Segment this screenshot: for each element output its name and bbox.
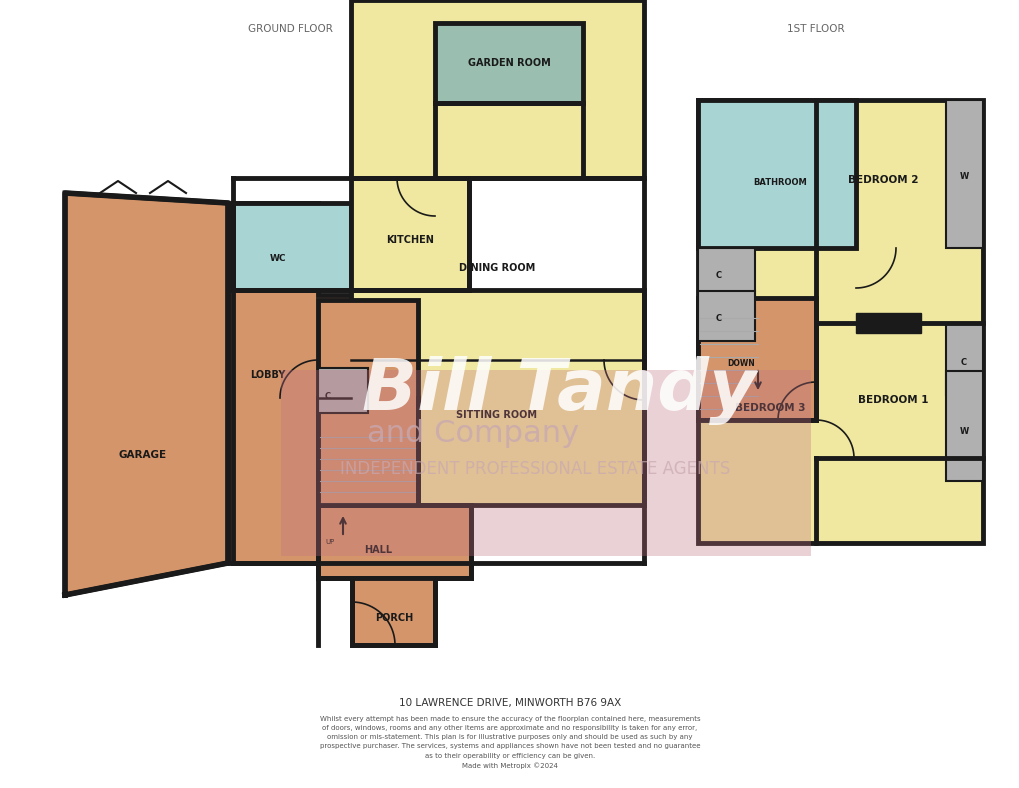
Text: DINING ROOM: DINING ROOM — [459, 263, 535, 273]
Text: SITTING ROOM: SITTING ROOM — [457, 410, 537, 420]
Text: and Company: and Company — [367, 419, 579, 448]
Text: LOBBY: LOBBY — [250, 370, 285, 380]
Text: Bill Tandy: Bill Tandy — [362, 355, 755, 425]
Text: KITCHEN: KITCHEN — [385, 235, 433, 245]
Polygon shape — [228, 203, 370, 563]
Bar — [697, 100, 855, 248]
Bar — [697, 100, 982, 543]
Text: BATHROOM: BATHROOM — [752, 177, 806, 187]
Bar — [697, 248, 754, 298]
Bar — [945, 371, 982, 481]
Text: BEDROOM 1: BEDROOM 1 — [857, 395, 927, 405]
Bar — [232, 203, 351, 290]
Polygon shape — [65, 193, 228, 595]
Text: 10 LAWRENCE DRIVE, MINWORTH B76 9AX: 10 LAWRENCE DRIVE, MINWORTH B76 9AX — [398, 698, 621, 708]
Text: BEDROOM 2: BEDROOM 2 — [847, 175, 917, 185]
Bar — [351, 175, 469, 290]
Text: UP: UP — [325, 539, 334, 545]
Text: INDEPENDENT PROFESSIONAL ESTATE AGENTS: INDEPENDENT PROFESSIONAL ESTATE AGENTS — [339, 460, 730, 478]
Bar — [434, 23, 583, 103]
Text: WC: WC — [269, 254, 286, 262]
Bar — [697, 298, 815, 420]
Text: HALL: HALL — [364, 545, 391, 555]
Text: C: C — [715, 314, 721, 322]
Text: W: W — [959, 172, 968, 180]
Text: C: C — [325, 392, 331, 400]
Bar — [945, 100, 982, 248]
Text: GARDEN ROOM: GARDEN ROOM — [467, 58, 550, 68]
Bar — [318, 505, 471, 578]
Text: Whilst every attempt has been made to ensure the accuracy of the floorplan conta: Whilst every attempt has been made to en… — [319, 716, 700, 769]
Text: W: W — [959, 426, 968, 436]
Text: BEDROOM 3: BEDROOM 3 — [734, 403, 804, 413]
Text: DOWN: DOWN — [727, 359, 754, 367]
Bar — [318, 368, 368, 413]
Text: GARAGE: GARAGE — [119, 450, 167, 460]
Text: 1ST FLOOR: 1ST FLOOR — [787, 24, 844, 34]
Bar — [352, 578, 434, 645]
Bar — [351, 290, 643, 505]
Bar — [945, 323, 982, 395]
Bar — [697, 291, 754, 341]
Bar — [351, 0, 643, 178]
Text: GROUND FLOOR: GROUND FLOOR — [248, 24, 333, 34]
Bar — [318, 300, 418, 505]
Text: PORCH: PORCH — [375, 613, 413, 623]
Text: C: C — [960, 358, 966, 366]
Bar — [280, 370, 810, 556]
Text: C: C — [715, 270, 721, 280]
Bar — [855, 313, 920, 333]
